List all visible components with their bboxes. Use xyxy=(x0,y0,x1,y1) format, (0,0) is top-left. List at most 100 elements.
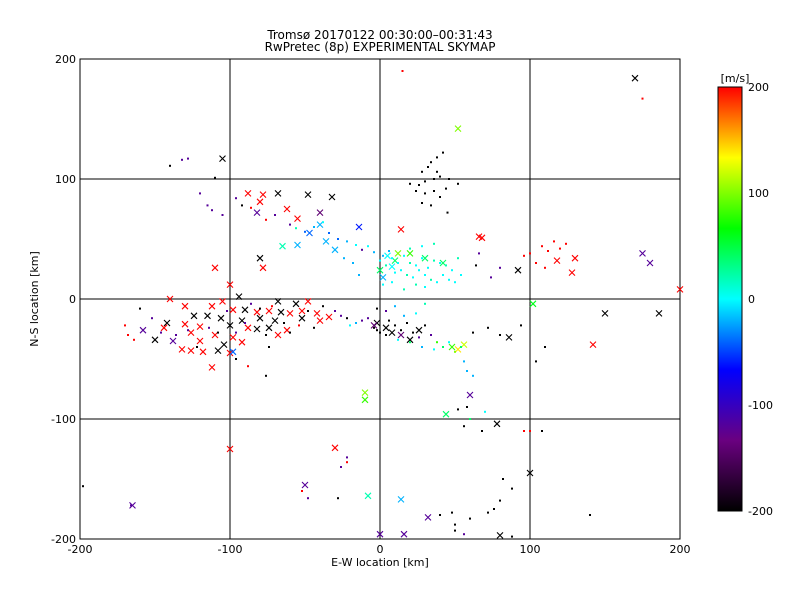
data-point-dot xyxy=(307,310,309,312)
data-point-cross xyxy=(379,274,387,281)
data-point-cross xyxy=(294,215,301,222)
data-point-dot xyxy=(307,497,309,500)
data-point-dot xyxy=(424,192,426,195)
data-point-cross xyxy=(361,396,369,404)
data-point-cross xyxy=(160,324,168,332)
data-point-dot xyxy=(499,334,501,336)
data-point-dot xyxy=(343,257,345,260)
data-point-dot xyxy=(466,370,468,372)
data-point-cross xyxy=(292,300,300,308)
data-point-dot xyxy=(641,97,644,100)
data-point-cross xyxy=(301,481,309,489)
data-point-cross xyxy=(424,514,432,521)
data-point-cross xyxy=(196,337,204,345)
colorbar-tick-label: 0 xyxy=(748,293,755,306)
data-point-dot xyxy=(301,490,303,492)
data-point-dot xyxy=(535,262,537,264)
data-point-dot xyxy=(355,322,357,324)
data-point-dot xyxy=(304,230,306,233)
x-axis-label: E-W location [km] xyxy=(331,556,429,569)
data-point-cross xyxy=(306,229,313,237)
data-point-dot xyxy=(427,266,429,269)
data-point-dot xyxy=(463,533,465,536)
data-point-dot xyxy=(421,257,423,260)
data-point-cross xyxy=(196,323,204,330)
data-point-cross xyxy=(454,125,462,132)
x-tick-label: 100 xyxy=(520,543,541,556)
data-point-dot xyxy=(445,187,447,190)
data-point-dot xyxy=(493,508,495,510)
data-point-cross xyxy=(601,310,609,317)
data-point-dot xyxy=(289,223,291,226)
data-point-cross xyxy=(328,193,336,201)
data-point-dot xyxy=(454,529,456,532)
data-point-dot xyxy=(385,334,387,336)
data-point-dot xyxy=(424,286,426,288)
data-point-dot xyxy=(469,517,471,520)
data-point-dot xyxy=(442,346,444,348)
data-point-dot xyxy=(403,288,405,291)
data-point-cross xyxy=(397,226,405,233)
data-point-cross xyxy=(229,306,237,314)
data-point-dot xyxy=(475,264,477,267)
data-point-dot xyxy=(367,245,369,248)
data-point-dot xyxy=(544,346,546,348)
data-point-dot xyxy=(484,410,486,413)
data-point-dot xyxy=(409,262,411,264)
data-point-dot xyxy=(469,418,471,420)
data-point-cross xyxy=(571,254,579,262)
data-point-dot xyxy=(409,341,411,344)
data-point-dot xyxy=(196,346,198,348)
data-point-cross xyxy=(676,286,684,293)
data-point-dot xyxy=(226,310,228,312)
data-point-dot xyxy=(454,281,456,284)
data-point-dot xyxy=(235,358,237,360)
data-point-cross xyxy=(313,310,321,317)
data-point-cross xyxy=(169,337,177,345)
data-point-cross xyxy=(646,259,654,267)
data-point-dot xyxy=(424,180,426,183)
data-point-cross xyxy=(256,314,264,322)
data-point-dot xyxy=(430,204,432,207)
data-point-dot xyxy=(457,257,459,260)
y-axis-label: N-S location [km] xyxy=(28,251,41,347)
data-point-cross xyxy=(394,250,402,257)
data-point-cross xyxy=(568,269,576,276)
data-point-dot xyxy=(214,176,216,179)
data-point-dot xyxy=(385,310,387,312)
data-point-cross xyxy=(199,348,207,356)
data-point-dot xyxy=(397,262,399,264)
data-point-dot xyxy=(499,266,501,269)
data-point-dot xyxy=(454,523,456,526)
data-point-dot xyxy=(502,478,504,480)
colorbar-tick-label: -100 xyxy=(748,399,773,412)
data-point-cross xyxy=(325,313,333,321)
data-point-cross xyxy=(382,324,390,332)
data-point-dot xyxy=(433,190,435,192)
data-point-dot xyxy=(418,269,420,272)
data-point-dot xyxy=(346,240,348,243)
data-point-dot xyxy=(217,331,219,334)
data-point-dot xyxy=(436,156,438,159)
data-point-dot xyxy=(391,281,393,284)
data-point-cross xyxy=(442,410,450,418)
data-point-dot xyxy=(559,247,561,250)
data-point-cross xyxy=(316,209,324,216)
data-point-cross xyxy=(274,190,282,197)
data-point-cross xyxy=(466,391,474,399)
data-point-cross xyxy=(190,312,198,320)
data-point-cross xyxy=(181,320,189,328)
data-point-dot xyxy=(424,302,426,305)
data-point-dot xyxy=(250,302,252,305)
data-point-dot xyxy=(352,262,354,264)
data-point-dot xyxy=(373,251,375,254)
data-point-cross xyxy=(220,341,228,348)
data-point-cross xyxy=(129,502,136,509)
data-point-cross xyxy=(294,241,301,249)
data-point-dot xyxy=(409,247,411,250)
data-point-dot xyxy=(247,365,249,368)
data-point-cross xyxy=(384,252,391,260)
grid-lines xyxy=(80,59,680,539)
data-point-dot xyxy=(349,324,351,327)
data-point-dot xyxy=(565,242,567,245)
